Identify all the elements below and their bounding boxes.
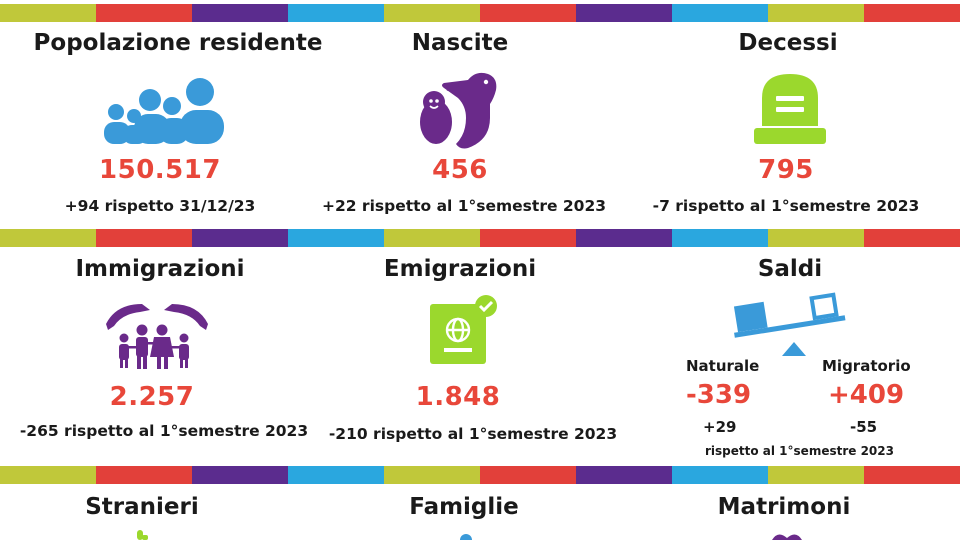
stripe-segment xyxy=(96,466,192,484)
stripe-segment xyxy=(192,466,288,484)
stripe-segment xyxy=(768,466,864,484)
card-title: Matrimoni xyxy=(717,494,851,520)
saldi-note: rispetto al 1°semestre 2023 xyxy=(705,444,894,458)
person-icon xyxy=(137,530,148,540)
color-stripe-bottom xyxy=(0,466,960,484)
card-title: Decessi xyxy=(738,30,838,56)
stripe-segment xyxy=(576,229,672,247)
family-icon xyxy=(460,534,472,540)
stripe-segment xyxy=(864,4,960,22)
stripe-segment xyxy=(480,4,576,22)
stripe-segment xyxy=(192,229,288,247)
card-note: -265 rispetto al 1°semestre 2023 xyxy=(19,422,309,440)
people-group-icon xyxy=(104,78,224,144)
stripe-segment xyxy=(384,466,480,484)
stripe-segment xyxy=(288,466,384,484)
stripe-segment xyxy=(384,4,480,22)
card-value: 795 xyxy=(758,155,814,185)
stripe-segment xyxy=(96,229,192,247)
stripe-segment xyxy=(864,229,960,247)
tombstone-icon xyxy=(754,74,826,144)
stripe-segment xyxy=(0,4,96,22)
stripe-segment xyxy=(288,4,384,22)
card-title: Immigrazioni xyxy=(75,256,245,282)
stripe-segment xyxy=(0,466,96,484)
card-title: Stranieri xyxy=(85,494,199,520)
card-title: Famiglie xyxy=(409,494,519,520)
color-stripe-middle xyxy=(0,229,960,247)
card-value: 2.257 xyxy=(109,382,195,412)
card-value: 150.517 xyxy=(99,155,221,185)
color-stripe-top xyxy=(0,4,960,22)
card-note: +94 rispetto 31/12/23 xyxy=(64,197,256,215)
saldo-migratorio-value: +409 xyxy=(828,380,905,410)
stork-baby-icon xyxy=(420,72,497,149)
stripe-segment xyxy=(768,229,864,247)
saldo-naturale-delta: +29 xyxy=(703,418,737,436)
stripe-segment xyxy=(0,229,96,247)
stripe-segment xyxy=(672,466,768,484)
saldo-naturale-label: Naturale xyxy=(686,357,760,375)
saldo-migratorio-delta: -55 xyxy=(850,418,878,436)
card-value: 1.848 xyxy=(415,382,501,412)
card-title: Saldi xyxy=(757,256,823,282)
card-note: -7 rispetto al 1°semestre 2023 xyxy=(652,197,920,215)
card-note: +22 rispetto al 1°semestre 2023 xyxy=(321,197,607,215)
stripe-segment xyxy=(384,229,480,247)
stripe-segment xyxy=(480,466,576,484)
card-value: 456 xyxy=(432,155,488,185)
card-title: Nascite xyxy=(411,30,509,56)
stripe-segment xyxy=(864,466,960,484)
stripe-segment xyxy=(576,4,672,22)
card-title: Popolazione residente xyxy=(33,30,323,56)
stripe-segment xyxy=(672,4,768,22)
passport-icon xyxy=(430,295,497,364)
balance-scale-icon xyxy=(734,292,846,356)
heart-icon xyxy=(772,534,802,540)
stripe-segment xyxy=(192,4,288,22)
card-title: Emigrazioni xyxy=(383,256,537,282)
stripe-segment xyxy=(288,229,384,247)
stripe-segment xyxy=(768,4,864,22)
saldo-migratorio-label: Migratorio xyxy=(822,357,911,375)
stripe-segment xyxy=(672,229,768,247)
saldo-naturale-value: -339 xyxy=(686,380,752,410)
card-note: -210 rispetto al 1°semestre 2023 xyxy=(328,425,618,443)
stripe-segment xyxy=(96,4,192,22)
stripe-segment xyxy=(576,466,672,484)
stripe-segment xyxy=(480,229,576,247)
family-hands-icon xyxy=(106,304,208,369)
